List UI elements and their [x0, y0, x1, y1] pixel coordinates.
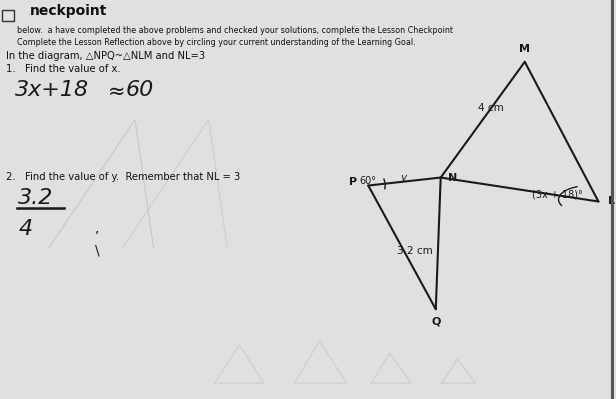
Text: Q: Q	[431, 316, 440, 326]
Text: 4 cm: 4 cm	[478, 103, 504, 113]
Text: 3x+18: 3x+18	[15, 80, 89, 100]
Text: (3x + 18)°: (3x + 18)°	[532, 190, 583, 200]
Text: 1.   Find the value of x.: 1. Find the value of x.	[6, 64, 121, 74]
Text: below.  a have completed the above problems and checked your solutions, complete: below. a have completed the above proble…	[17, 26, 453, 35]
Text: P: P	[349, 177, 357, 188]
Text: 4: 4	[18, 219, 33, 239]
Text: 60: 60	[126, 80, 154, 100]
Text: ,: ,	[95, 221, 100, 235]
Text: y: y	[400, 172, 407, 183]
Text: \: \	[95, 243, 100, 257]
Text: ≈: ≈	[107, 82, 125, 102]
Text: In the diagram, △NPQ~△NLM and NL=3: In the diagram, △NPQ~△NLM and NL=3	[6, 51, 205, 61]
Text: neckpoint: neckpoint	[30, 4, 107, 18]
Text: 3.2: 3.2	[18, 188, 54, 207]
Text: L: L	[607, 196, 615, 207]
Text: Complete the Lesson Reflection above by circling your current understanding of t: Complete the Lesson Reflection above by …	[17, 38, 416, 47]
Text: 2.   Find the value of y.  Remember that NL = 3: 2. Find the value of y. Remember that NL…	[6, 172, 240, 182]
Text: N: N	[448, 172, 457, 183]
Text: 60°: 60°	[360, 176, 377, 186]
Text: 3.2 cm: 3.2 cm	[397, 246, 433, 257]
Text: M: M	[519, 44, 530, 54]
